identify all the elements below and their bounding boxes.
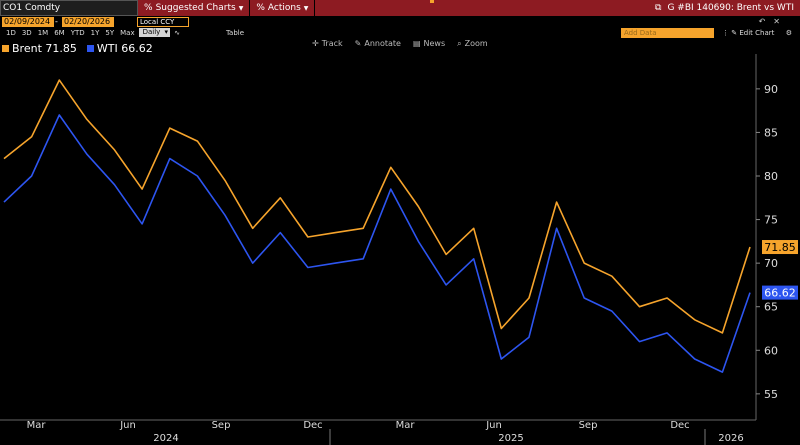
y-tick-label: 65 xyxy=(764,301,778,314)
range-max[interactable]: Max xyxy=(120,29,135,37)
frequency-select[interactable]: Daily ▾ xyxy=(138,28,171,37)
undo-icon[interactable]: ↶ xyxy=(758,17,766,26)
range-1d[interactable]: 1D xyxy=(6,29,16,37)
x-tick-label: Jun xyxy=(485,420,502,431)
range-row: 1D 3D 1M 6M YTD 1Y 5Y Max Daily ▾ ∿ Tabl… xyxy=(0,28,800,38)
y-tick-label: 80 xyxy=(764,170,778,183)
chart-icon: % xyxy=(144,3,153,13)
legend-wti: WTI 66.62 xyxy=(86,42,153,56)
suggested-charts-label: Suggested Charts xyxy=(155,3,236,13)
chevron-down-icon: ▼ xyxy=(303,4,309,12)
y-tick-label: 90 xyxy=(764,83,778,96)
brent-last-value-tag-label: 71.85 xyxy=(764,241,796,254)
annotate-button[interactable]: ✎ Annotate xyxy=(355,38,401,50)
chart-svg: 55 60 65 70 75 80 85 90 Mar Jun Sep Dec Mar Jun Sep Dec… xyxy=(0,54,798,445)
legend: Brent 71.85 WTI 66.62 xyxy=(2,42,153,56)
legend-brent: Brent 71.85 xyxy=(2,42,77,56)
pencil-icon: ✎ xyxy=(354,39,362,48)
title-bar: ⧉ G #BI 140690: Brent vs WTI xyxy=(315,0,800,16)
news-icon: ▤ xyxy=(412,39,421,48)
date-separator: - xyxy=(55,17,58,26)
x-year-label: 2026 xyxy=(718,433,743,444)
x-tick-label: Mar xyxy=(27,420,47,431)
frequency-label: Daily xyxy=(142,28,161,36)
chart-type-icon[interactable]: ∿ xyxy=(174,29,180,37)
chevron-down-icon: ▼ xyxy=(238,4,244,12)
y-tick-label: 70 xyxy=(764,257,778,270)
ticker-input[interactable]: CO1 Comdty xyxy=(0,0,138,16)
window-controls: ↶ ✕ xyxy=(759,16,780,28)
legend-wti-label: WTI 66.62 xyxy=(96,42,153,55)
track-label: Track xyxy=(321,39,343,48)
currency-select[interactable]: Local CCY xyxy=(137,17,189,27)
y-tick-label: 60 xyxy=(764,344,778,357)
x-tick-label: Sep xyxy=(212,420,231,431)
end-date-field[interactable]: 02/20/2026 xyxy=(62,17,114,27)
annotate-label: Annotate xyxy=(364,39,401,48)
brent-swatch xyxy=(2,45,9,52)
y-tick-label: 85 xyxy=(764,126,778,139)
edit-chart-label: Edit Chart xyxy=(739,29,775,37)
close-icon[interactable]: ✕ xyxy=(773,17,780,26)
range-1m[interactable]: 1M xyxy=(37,29,49,37)
edit-icon: ✎ xyxy=(731,29,738,37)
table-toggle[interactable]: Table xyxy=(225,29,245,37)
range-selector: 1D 3D 1M 6M YTD 1Y 5Y Max Daily ▾ ∿ Tabl… xyxy=(4,28,246,38)
brent-last-value-tag xyxy=(762,240,798,255)
range-3d[interactable]: 3D xyxy=(21,29,32,37)
crosshair-icon: ✛ xyxy=(312,39,319,48)
start-date-field[interactable]: 02/09/2024 xyxy=(2,17,54,27)
x-year-label: 2025 xyxy=(498,433,523,444)
chart-title: G #BI 140690: Brent vs WTI xyxy=(667,3,794,13)
wti-series-line xyxy=(3,114,751,373)
add-data-input[interactable]: Add Data xyxy=(621,28,714,38)
y-tick-label: 75 xyxy=(764,214,778,227)
chart-area[interactable]: 55 60 65 70 75 80 85 90 Mar Jun Sep Dec Mar Jun Sep Dec… xyxy=(0,38,800,445)
x-tick-label: Dec xyxy=(303,420,322,431)
chart-toolbar: ✛ Track ✎ Annotate ▤ News ⌕ Zoom xyxy=(312,38,488,50)
actions-menu[interactable]: % Actions ▼ xyxy=(250,0,316,16)
y-tick-label: 55 xyxy=(764,388,778,401)
x-tick-label: Jun xyxy=(119,420,136,431)
top-bar: CO1 Comdty % Suggested Charts ▼ % Action… xyxy=(0,0,800,16)
date-row: 02/09/2024 - 02/20/2026 Local CCY ↶ ✕ xyxy=(0,16,800,28)
suggested-charts-menu[interactable]: % Suggested Charts ▼ xyxy=(138,0,251,16)
zoom-label: Zoom xyxy=(464,39,488,48)
external-link-icon[interactable]: ⧉ xyxy=(655,3,662,13)
legend-brent-label: Brent 71.85 xyxy=(12,42,77,55)
x-year-label: 2024 xyxy=(153,433,178,444)
settings-icon[interactable]: ⚙ xyxy=(785,29,792,37)
wti-last-value-tag xyxy=(762,285,798,300)
brent-series-line xyxy=(3,79,751,334)
wti-last-value-tag-label: 66.62 xyxy=(764,287,796,300)
zoom-button[interactable]: ⌕ Zoom xyxy=(457,38,488,50)
x-tick-label: Mar xyxy=(396,420,416,431)
range-6m[interactable]: 6M xyxy=(54,29,65,37)
x-tick-label: Sep xyxy=(579,420,598,431)
range-ytd[interactable]: YTD xyxy=(70,29,85,37)
x-tick-label: Dec xyxy=(670,420,689,431)
actions-icon: % xyxy=(256,3,265,13)
news-button[interactable]: ▤ News xyxy=(413,38,445,50)
wti-swatch xyxy=(86,45,94,52)
indicator-mark xyxy=(430,0,434,3)
range-5y[interactable]: 5Y xyxy=(105,29,115,37)
magnifier-icon: ⌕ xyxy=(457,39,462,48)
news-label: News xyxy=(423,39,446,48)
actions-label: Actions xyxy=(267,3,301,13)
track-button[interactable]: ✛ Track xyxy=(312,38,343,50)
range-1y[interactable]: 1Y xyxy=(90,29,100,37)
edit-chart-button[interactable]: ⋮ ✎ Edit Chart xyxy=(722,29,775,37)
